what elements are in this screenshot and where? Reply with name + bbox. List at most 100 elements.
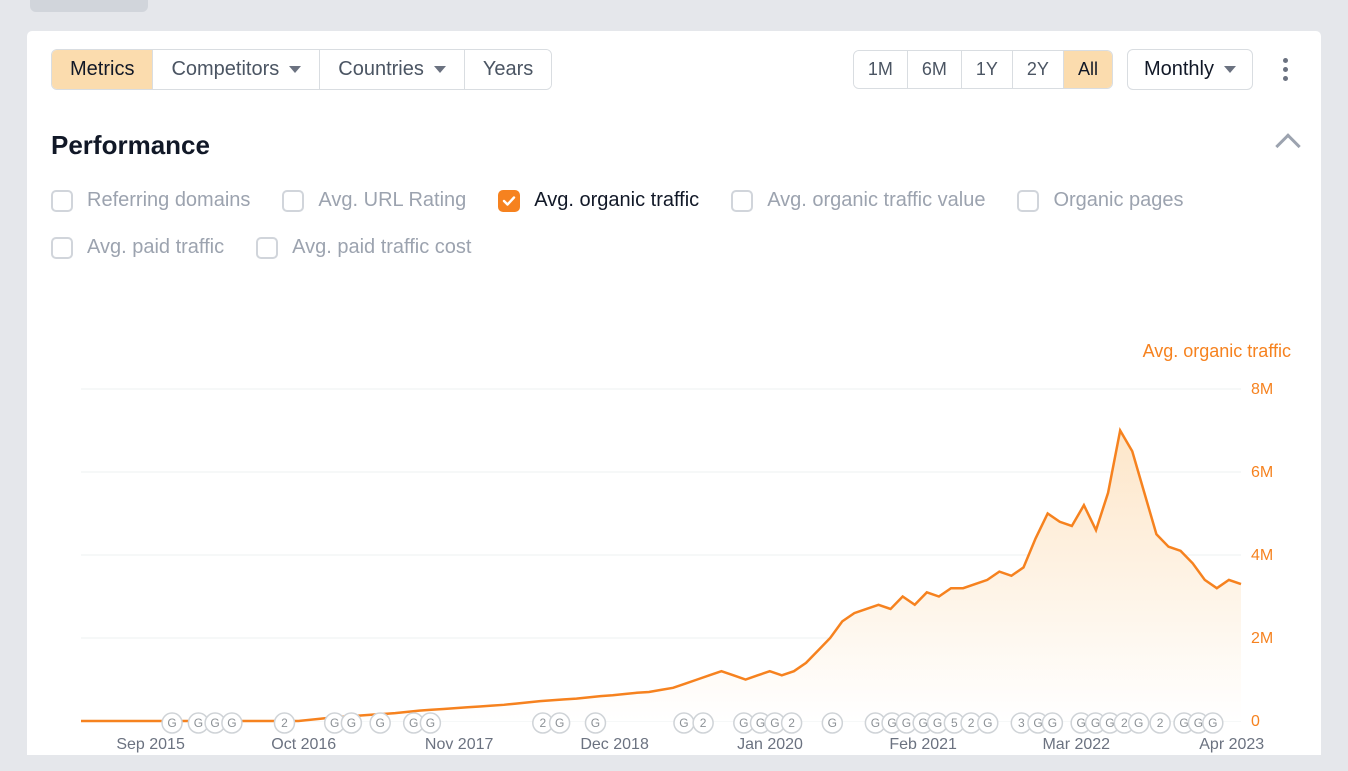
metric-check-referring_domains[interactable]: Referring domains [51, 189, 250, 212]
svg-text:2: 2 [539, 716, 546, 730]
metric-check-avg_url_rating[interactable]: Avg. URL Rating [282, 189, 466, 212]
svg-text:G: G [887, 716, 896, 730]
checkbox-icon [1017, 190, 1039, 212]
interval-dropdown[interactable]: Monthly [1127, 49, 1253, 90]
view-mode-group: Metrics Competitors Countries Years [51, 49, 552, 90]
label: Referring domains [87, 189, 250, 212]
svg-text:G: G [555, 716, 564, 730]
svg-text:G: G [409, 716, 418, 730]
collapse-section-icon[interactable] [1275, 133, 1300, 158]
checkbox-icon [731, 190, 753, 212]
svg-text:G: G [902, 716, 911, 730]
range-2y[interactable]: 2Y [1013, 51, 1064, 88]
range-1m[interactable]: 1M [854, 51, 908, 88]
tab-years[interactable]: Years [465, 50, 551, 89]
section-header: Performance [27, 90, 1321, 161]
svg-text:Sep 2015: Sep 2015 [116, 736, 185, 753]
label: Avg. paid traffic [87, 236, 224, 259]
svg-text:G: G [1208, 716, 1217, 730]
metric-check-avg_organic_traffic_value[interactable]: Avg. organic traffic value [731, 189, 985, 212]
chevron-down-icon [1224, 66, 1236, 73]
range-all[interactable]: All [1064, 51, 1112, 88]
metric-checkboxes: Referring domains Avg. URL Rating Avg. org… [27, 161, 1321, 259]
label: Countries [338, 58, 424, 81]
svg-text:G: G [1179, 716, 1188, 730]
checkbox-icon [498, 190, 520, 212]
chart-container: Avg. organic traffic 02M4M6M8MSep 2015Oc… [51, 341, 1321, 755]
checkbox-icon [256, 237, 278, 259]
svg-text:G: G [1105, 716, 1114, 730]
traffic-chart: 02M4M6M8MSep 2015Oct 2016Nov 2017Dec 201… [51, 371, 1321, 771]
checkbox-icon [51, 190, 73, 212]
range-1y[interactable]: 1Y [962, 51, 1013, 88]
svg-text:4M: 4M [1251, 547, 1273, 564]
svg-text:G: G [770, 716, 779, 730]
svg-text:G: G [871, 716, 880, 730]
svg-text:G: G [194, 716, 203, 730]
svg-text:G: G [1076, 716, 1085, 730]
svg-text:G: G [918, 716, 927, 730]
metric-check-avg_paid_traffic_cost[interactable]: Avg. paid traffic cost [256, 236, 471, 259]
svg-text:G: G [1033, 716, 1042, 730]
svg-text:G: G [933, 716, 942, 730]
label: Avg. URL Rating [318, 189, 466, 212]
svg-text:8M: 8M [1251, 381, 1273, 398]
metric-check-avg_paid_traffic[interactable]: Avg. paid traffic [51, 236, 224, 259]
tab-countries[interactable]: Countries [320, 50, 465, 89]
time-range-group: 1M6M1Y2YAll [853, 50, 1113, 89]
checkbox-icon [282, 190, 304, 212]
tab-metrics[interactable]: Metrics [52, 50, 153, 89]
svg-text:G: G [330, 716, 339, 730]
chevron-down-icon [289, 66, 301, 73]
svg-text:0: 0 [1251, 713, 1260, 730]
inactive-tab-strip [30, 0, 148, 12]
range-6m[interactable]: 6M [908, 51, 962, 88]
section-title: Performance [51, 130, 210, 161]
interval-label: Monthly [1144, 58, 1214, 81]
label: Avg. paid traffic cost [292, 236, 471, 259]
svg-text:Mar 2022: Mar 2022 [1042, 736, 1110, 753]
svg-text:G: G [828, 716, 837, 730]
label: Years [483, 58, 533, 81]
svg-text:Apr 2023: Apr 2023 [1199, 736, 1264, 753]
label: Avg. organic traffic [534, 189, 699, 212]
svg-text:G: G [426, 716, 435, 730]
svg-text:G: G [347, 716, 356, 730]
svg-text:5: 5 [951, 716, 958, 730]
toolbar: Metrics Competitors Countries Years 1M6M1Y2… [27, 31, 1321, 90]
metric-check-avg_organic_traffic[interactable]: Avg. organic traffic [498, 189, 699, 212]
svg-text:G: G [1048, 716, 1057, 730]
svg-text:G: G [756, 716, 765, 730]
svg-text:G: G [375, 716, 384, 730]
label: Competitors [171, 58, 279, 81]
svg-text:2: 2 [1157, 716, 1164, 730]
more-options-button[interactable] [1273, 52, 1297, 88]
svg-text:2M: 2M [1251, 630, 1273, 647]
chevron-down-icon [434, 66, 446, 73]
svg-text:2: 2 [1121, 716, 1128, 730]
svg-text:G: G [1194, 716, 1203, 730]
svg-text:Jan 2020: Jan 2020 [737, 736, 803, 753]
svg-text:Oct 2016: Oct 2016 [271, 736, 336, 753]
checkbox-icon [51, 237, 73, 259]
svg-text:Feb 2021: Feb 2021 [889, 736, 957, 753]
label: Organic pages [1053, 189, 1183, 212]
svg-text:G: G [591, 716, 600, 730]
label: Avg. organic traffic value [767, 189, 985, 212]
svg-text:G: G [983, 716, 992, 730]
svg-text:G: G [227, 716, 236, 730]
label: Metrics [70, 58, 134, 81]
svg-text:G: G [210, 716, 219, 730]
svg-text:G: G [679, 716, 688, 730]
metric-check-organic_pages[interactable]: Organic pages [1017, 189, 1183, 212]
svg-text:2: 2 [968, 716, 975, 730]
svg-text:G: G [739, 716, 748, 730]
chart-series-title: Avg. organic traffic [1143, 341, 1291, 362]
svg-text:G: G [1091, 716, 1100, 730]
svg-text:2: 2 [281, 716, 288, 730]
svg-text:Nov 2017: Nov 2017 [425, 736, 494, 753]
tab-competitors[interactable]: Competitors [153, 50, 320, 89]
svg-text:3: 3 [1018, 716, 1025, 730]
performance-panel: MetricsCompetitorsCountriesYears 1M6M1Y2… [26, 30, 1322, 756]
svg-text:G: G [167, 716, 176, 730]
